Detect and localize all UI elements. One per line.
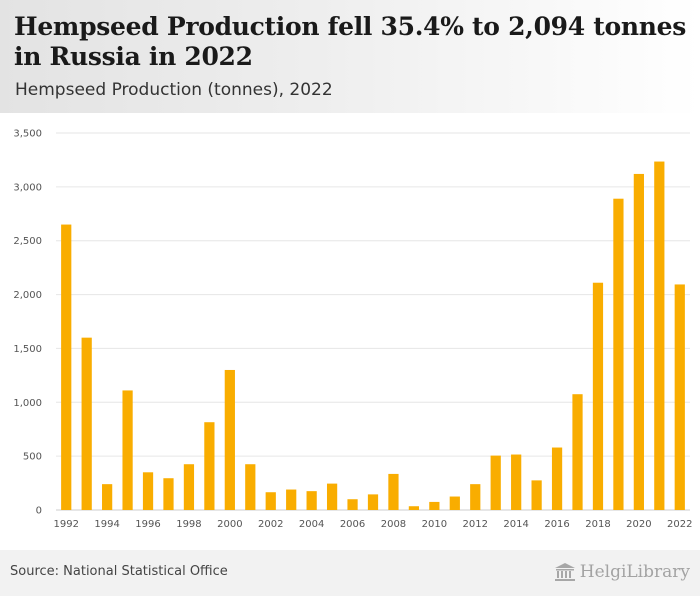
chart-subtitle: Hempseed Production (tonnes), 2022 bbox=[15, 80, 333, 100]
y-tick-label: 3,500 bbox=[13, 129, 42, 140]
bar-2017[interactable] bbox=[572, 394, 583, 510]
y-tick-label: 2,500 bbox=[13, 236, 42, 247]
x-tick-label: 2018 bbox=[585, 519, 610, 530]
bar-2000[interactable] bbox=[224, 369, 235, 510]
x-tick-label: 1996 bbox=[135, 519, 160, 530]
bar-2002[interactable] bbox=[265, 492, 276, 510]
x-axis-labels: 1992 1994 1996 1998 2000 2002 2004 2006 2008 2010… bbox=[53, 519, 692, 530]
bar-2007[interactable] bbox=[367, 494, 379, 510]
y-tick-label: 1,000 bbox=[13, 398, 42, 409]
x-tick-label: 2006 bbox=[340, 519, 365, 530]
x-tick-label: 2016 bbox=[544, 519, 569, 530]
bar-2011[interactable] bbox=[449, 496, 460, 510]
bar-1997[interactable] bbox=[163, 478, 174, 510]
x-tick-label: 2000 bbox=[217, 519, 242, 530]
helgilibrary-logo[interactable]: HelgiLibrary bbox=[554, 560, 690, 584]
bar-2020[interactable] bbox=[633, 173, 644, 510]
y-tick-label: 500 bbox=[23, 452, 42, 463]
bar-1992[interactable] bbox=[61, 224, 72, 511]
bar-2008[interactable] bbox=[388, 473, 399, 510]
header-banner: Hempseed Production fell 35.4% to 2,094 … bbox=[0, 0, 700, 113]
bar-1996[interactable] bbox=[142, 472, 154, 510]
bar-1999[interactable] bbox=[204, 422, 215, 510]
y-tick-label: 0 bbox=[36, 506, 42, 517]
bar-2021[interactable] bbox=[654, 161, 665, 510]
bar-2014[interactable] bbox=[511, 454, 522, 510]
bar-2015[interactable] bbox=[531, 480, 542, 510]
bar-2022[interactable] bbox=[674, 284, 685, 510]
bar-2006[interactable] bbox=[347, 499, 358, 510]
bar-2012[interactable] bbox=[470, 484, 481, 510]
bar-2010[interactable] bbox=[429, 501, 440, 510]
y-tick-label: 3,000 bbox=[13, 182, 42, 193]
x-tick-label: 2008 bbox=[381, 519, 406, 530]
bar-2019[interactable] bbox=[613, 198, 624, 510]
bar-1995[interactable] bbox=[122, 390, 133, 510]
x-tick-label: 2004 bbox=[299, 519, 324, 530]
bar-2018[interactable] bbox=[592, 282, 604, 510]
x-tick-label: 1994 bbox=[94, 519, 119, 530]
x-tick-label: 2022 bbox=[667, 519, 692, 530]
bar-2003[interactable] bbox=[286, 489, 297, 510]
logo-text: HelgiLibrary bbox=[579, 562, 690, 582]
library-building-icon bbox=[554, 563, 575, 581]
bars bbox=[61, 161, 685, 511]
bar-1998[interactable] bbox=[183, 464, 195, 510]
bar-1994[interactable] bbox=[102, 484, 113, 510]
x-tick-label: 2002 bbox=[258, 519, 283, 530]
x-tick-label: 2014 bbox=[503, 519, 528, 530]
bar-2001[interactable] bbox=[245, 464, 256, 510]
source-note: Source: National Statistical Office bbox=[10, 564, 228, 579]
bar-2013[interactable] bbox=[490, 455, 501, 510]
x-tick-label: 2020 bbox=[626, 519, 651, 530]
y-tick-label: 1,500 bbox=[13, 344, 42, 355]
x-tick-label: 2010 bbox=[422, 519, 447, 530]
gridlines bbox=[56, 132, 690, 511]
bar-2009[interactable] bbox=[408, 506, 420, 510]
bar-2016[interactable] bbox=[551, 447, 563, 510]
y-tick-label: 2,000 bbox=[13, 290, 42, 301]
footer: Source: National Statistical Office Helg… bbox=[0, 550, 700, 596]
x-tick-label: 1998 bbox=[176, 519, 201, 530]
x-tick-label: 2012 bbox=[463, 519, 488, 530]
y-axis-labels: 0 500 1,000 1,500 2,000 2,500 3,000 3,500 bbox=[13, 129, 42, 517]
bar-2005[interactable] bbox=[326, 483, 338, 510]
bar-1993[interactable] bbox=[81, 337, 92, 510]
chart-title: Hempseed Production fell 35.4% to 2,094 … bbox=[14, 12, 687, 71]
bar-2004[interactable] bbox=[306, 491, 317, 510]
x-tick-label: 1992 bbox=[53, 519, 78, 530]
